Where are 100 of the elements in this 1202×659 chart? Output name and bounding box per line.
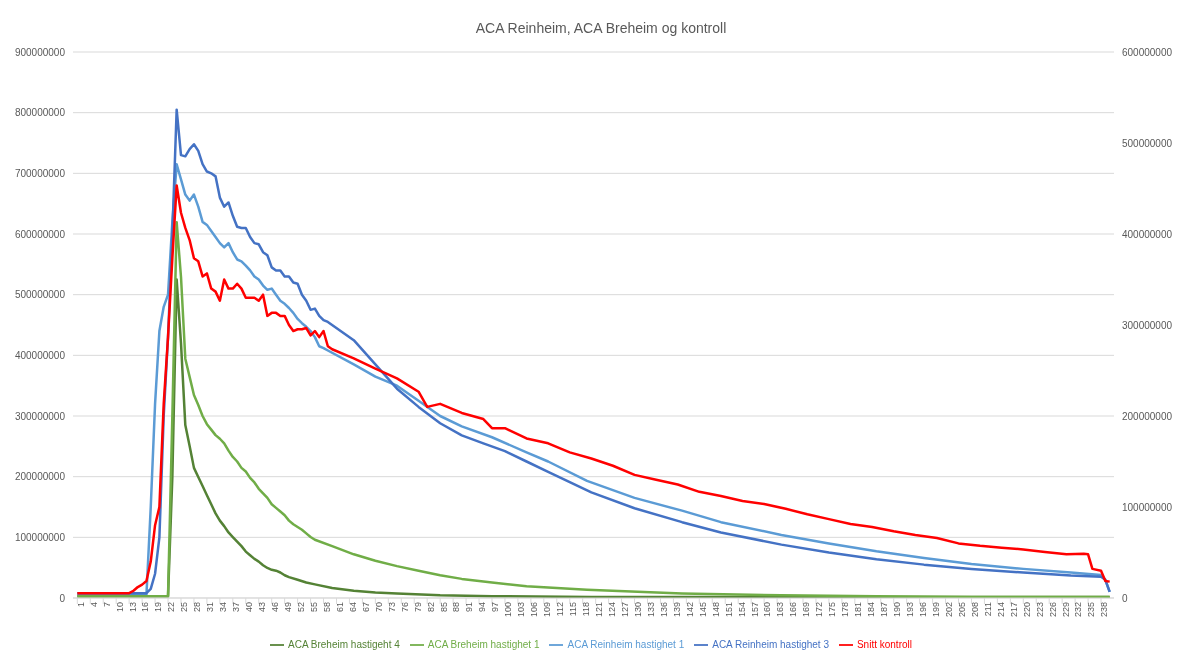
- x-tick-label: 85: [438, 602, 449, 613]
- y2-tick-label: 0: [1122, 592, 1128, 604]
- x-tick-label: 223: [1034, 602, 1045, 618]
- x-tick-label: 208: [969, 602, 980, 618]
- x-tick-label: 136: [658, 602, 669, 618]
- x-tick-label: 175: [827, 602, 838, 618]
- x-tick-label: 199: [930, 602, 941, 618]
- x-tick-label: 76: [399, 602, 410, 613]
- x-tick-label: 73: [386, 602, 397, 613]
- x-tick-label: 133: [645, 602, 656, 618]
- y-tick-label: 900000000: [14, 46, 66, 58]
- x-tick-label: 82: [425, 602, 436, 613]
- x-tick-label: 145: [697, 602, 708, 618]
- x-tick-label: 115: [568, 602, 579, 617]
- x-tick-label: 196: [918, 602, 929, 618]
- x-tick-label: 34: [218, 602, 229, 613]
- x-tick-label: 52: [296, 602, 306, 613]
- y-tick-label: 800000000: [14, 107, 66, 119]
- x-tick-label: 193: [905, 602, 916, 618]
- x-tick-label: 238: [1099, 602, 1110, 618]
- y-tick-label: 700000000: [14, 167, 66, 179]
- y-tick-label: 200000000: [14, 471, 66, 483]
- x-tick-label: 100: [503, 602, 514, 618]
- x-tick-label: 28: [192, 602, 203, 613]
- x-tick-label: 169: [801, 602, 812, 618]
- x-tick-label: 130: [632, 602, 643, 618]
- x-tick-label: 7: [101, 602, 112, 608]
- y2-tick-label: 600000000: [1122, 46, 1173, 58]
- x-tick-label: 58: [321, 602, 332, 613]
- legend-label: ACA Breheim hastighet 1: [427, 638, 540, 650]
- y-tick-label: 400000000: [14, 349, 66, 361]
- x-tick-label: 127: [619, 602, 630, 618]
- x-tick-label: 202: [943, 602, 954, 618]
- x-tick-label: 190: [892, 602, 903, 618]
- x-tick-label: 154: [736, 602, 747, 618]
- x-tick-label: 139: [671, 602, 682, 618]
- x-tick-label: 49: [283, 602, 294, 613]
- x-tick-label: 211: [982, 602, 993, 617]
- x-tick-label: 232: [1073, 602, 1084, 618]
- y-tick-label: 0: [59, 592, 66, 604]
- legend-label: ACA Reinheim hastighet 3: [712, 638, 829, 650]
- x-tick-label: 1: [75, 602, 86, 608]
- y2-tick-label: 300000000: [1122, 319, 1173, 331]
- x-tick-label: 235: [1086, 602, 1097, 618]
- x-tick-label: 160: [762, 602, 773, 618]
- y-tick-label: 600000000: [14, 228, 66, 240]
- x-tick-label: 151: [723, 602, 734, 618]
- x-tick-label: 226: [1047, 602, 1058, 618]
- y2-tick-label: 100000000: [1122, 501, 1173, 513]
- x-tick-label: 79: [412, 602, 423, 613]
- x-tick-label: 61: [334, 602, 345, 613]
- x-tick-label: 217: [1008, 602, 1019, 618]
- x-tick-label: 4: [88, 602, 99, 608]
- x-tick-label: 187: [879, 602, 890, 618]
- x-tick-label: 229: [1060, 602, 1071, 618]
- x-tick-label: 16: [140, 602, 151, 613]
- x-tick-label: 109: [542, 602, 553, 618]
- x-tick-label: 112: [555, 602, 566, 617]
- x-tick-label: 178: [840, 602, 851, 618]
- y2-tick-label: 200000000: [1122, 410, 1173, 422]
- x-tick-label: 205: [956, 602, 967, 618]
- x-tick-label: 163: [775, 602, 786, 618]
- y-tick-label: 100000000: [14, 531, 66, 543]
- x-tick-label: 124: [607, 602, 618, 618]
- x-tick-label: 184: [866, 602, 877, 618]
- y-tick-label: 500000000: [14, 289, 66, 301]
- x-tick-label: 19: [153, 602, 164, 613]
- x-tick-label: 103: [516, 602, 527, 618]
- x-tick-label: 142: [684, 602, 695, 618]
- x-tick-label: 91: [464, 602, 475, 613]
- x-tick-label: 121: [594, 602, 605, 618]
- x-tick-label: 181: [853, 602, 864, 618]
- x-tick-label: 94: [477, 602, 488, 613]
- x-tick-label: 148: [710, 602, 721, 618]
- x-tick-label: 70: [373, 602, 384, 613]
- x-tick-label: 172: [814, 602, 825, 618]
- x-tick-label: 40: [244, 602, 255, 613]
- x-tick-label: 13: [127, 602, 138, 613]
- x-tick-label: 46: [270, 602, 281, 613]
- x-tick-label: 220: [1021, 602, 1032, 618]
- x-tick-label: 157: [749, 602, 760, 618]
- x-tick-label: 214: [995, 602, 1006, 618]
- y-tick-label: 300000000: [14, 410, 66, 422]
- legend-label: ACA Reinheim hastighet 1: [567, 638, 685, 650]
- x-tick-label: 64: [347, 602, 358, 613]
- y2-tick-label: 500000000: [1122, 137, 1173, 149]
- x-tick-label: 25: [179, 602, 190, 613]
- x-tick-label: 22: [166, 602, 177, 613]
- x-tick-label: 37: [231, 602, 242, 613]
- chart-title: ACA Reinheim, ACA Breheim og kontroll: [474, 19, 728, 38]
- x-tick-label: 67: [360, 602, 371, 613]
- y2-tick-label: 400000000: [1122, 228, 1173, 240]
- x-tick-label: 10: [114, 602, 125, 613]
- x-tick-label: 97: [490, 602, 501, 613]
- x-tick-label: 106: [529, 602, 540, 618]
- x-tick-label: 118: [581, 602, 592, 617]
- x-tick-label: 166: [788, 602, 799, 618]
- x-tick-label: 88: [451, 602, 462, 613]
- legend-label: Snitt kontroll: [856, 638, 912, 650]
- x-tick-label: 43: [257, 602, 268, 613]
